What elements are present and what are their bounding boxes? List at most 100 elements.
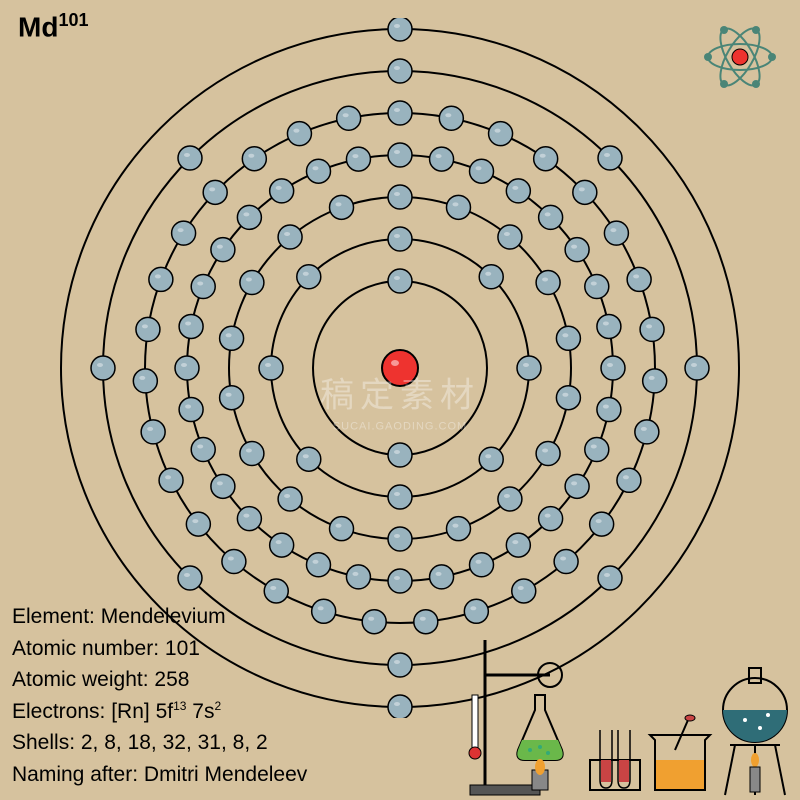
electron	[306, 553, 330, 577]
info-atomic-weight-row: Atomic weight: 258	[12, 664, 307, 696]
electron	[388, 143, 412, 167]
electron	[430, 147, 454, 171]
electron	[597, 398, 621, 422]
electron	[554, 549, 578, 573]
electron	[388, 695, 412, 718]
label: Atomic number:	[12, 637, 159, 660]
electron	[220, 326, 244, 350]
electron	[240, 271, 264, 295]
electron	[149, 267, 173, 291]
electron	[388, 653, 412, 677]
electron	[388, 443, 412, 467]
electron	[297, 447, 321, 471]
electron	[278, 487, 302, 511]
electron	[211, 474, 235, 498]
electron	[172, 221, 196, 245]
electron	[186, 512, 210, 536]
electron	[270, 533, 294, 557]
electron	[211, 238, 235, 262]
electron	[604, 221, 628, 245]
label: Element:	[12, 605, 95, 628]
atom-icon-electron	[752, 80, 760, 88]
electron	[536, 442, 560, 466]
electron	[237, 205, 261, 229]
lab-equipment-icon	[440, 600, 800, 800]
electron	[585, 438, 609, 462]
electron	[330, 195, 354, 219]
retort-stand-icon	[469, 640, 563, 795]
electron	[470, 159, 494, 183]
info-electrons-row: Electrons: [Rn] 5f13 7s2	[12, 696, 307, 728]
value: Dmitri Mendeleev	[144, 763, 307, 786]
info-atomic-number-row: Atomic number: 101	[12, 633, 307, 665]
electron	[346, 147, 370, 171]
electron	[617, 468, 641, 492]
electron	[178, 146, 202, 170]
electron	[597, 314, 621, 338]
electron	[362, 610, 386, 634]
electron	[388, 227, 412, 251]
beaker-icon	[650, 715, 710, 790]
electron	[388, 59, 412, 83]
electron	[598, 146, 622, 170]
electron	[175, 356, 199, 380]
electron	[178, 566, 202, 590]
electron	[590, 512, 614, 536]
electron	[91, 356, 115, 380]
electron	[259, 356, 283, 380]
electron	[573, 180, 597, 204]
label: Naming after:	[12, 763, 138, 786]
value: Mendelevium	[101, 605, 226, 628]
electron	[498, 225, 522, 249]
electron	[640, 317, 664, 341]
electron	[388, 185, 412, 209]
electron	[388, 269, 412, 293]
electron	[498, 487, 522, 511]
electron	[601, 356, 625, 380]
electron	[506, 179, 530, 203]
electron	[479, 447, 503, 471]
electron	[191, 438, 215, 462]
electron	[270, 179, 294, 203]
electron	[240, 442, 264, 466]
electron	[489, 122, 513, 146]
electron	[539, 205, 563, 229]
atom-icon-electron	[768, 53, 776, 61]
electron	[179, 314, 203, 338]
label: Atomic weight:	[12, 668, 149, 691]
electron	[237, 507, 261, 531]
electron	[133, 369, 157, 393]
electron	[312, 599, 336, 623]
electron	[585, 274, 609, 298]
electron	[222, 549, 246, 573]
value: 101	[165, 637, 200, 660]
round-flask-icon	[723, 668, 787, 795]
electron	[346, 565, 370, 589]
electron	[414, 610, 438, 634]
value: 258	[154, 668, 189, 691]
electron	[191, 274, 215, 298]
label: Electrons:	[12, 700, 105, 723]
element-info: Element: Mendelevium Atomic number: 101 …	[12, 601, 307, 790]
electron	[556, 386, 580, 410]
electron	[479, 265, 503, 289]
electron	[536, 271, 560, 295]
electron	[242, 147, 266, 171]
electron	[136, 317, 160, 341]
electron	[635, 420, 659, 444]
electron	[598, 566, 622, 590]
electron	[159, 468, 183, 492]
electron	[565, 238, 589, 262]
value: [Rn] 5f13 7s2	[111, 700, 221, 723]
electron	[446, 195, 470, 219]
electron	[534, 147, 558, 171]
electron	[278, 225, 302, 249]
electron	[141, 420, 165, 444]
electron	[203, 180, 227, 204]
electron	[446, 517, 470, 541]
test-tubes-icon	[590, 730, 640, 790]
electron	[388, 101, 412, 125]
atom-icon-electron	[752, 26, 760, 34]
electron	[685, 356, 709, 380]
electron	[506, 533, 530, 557]
